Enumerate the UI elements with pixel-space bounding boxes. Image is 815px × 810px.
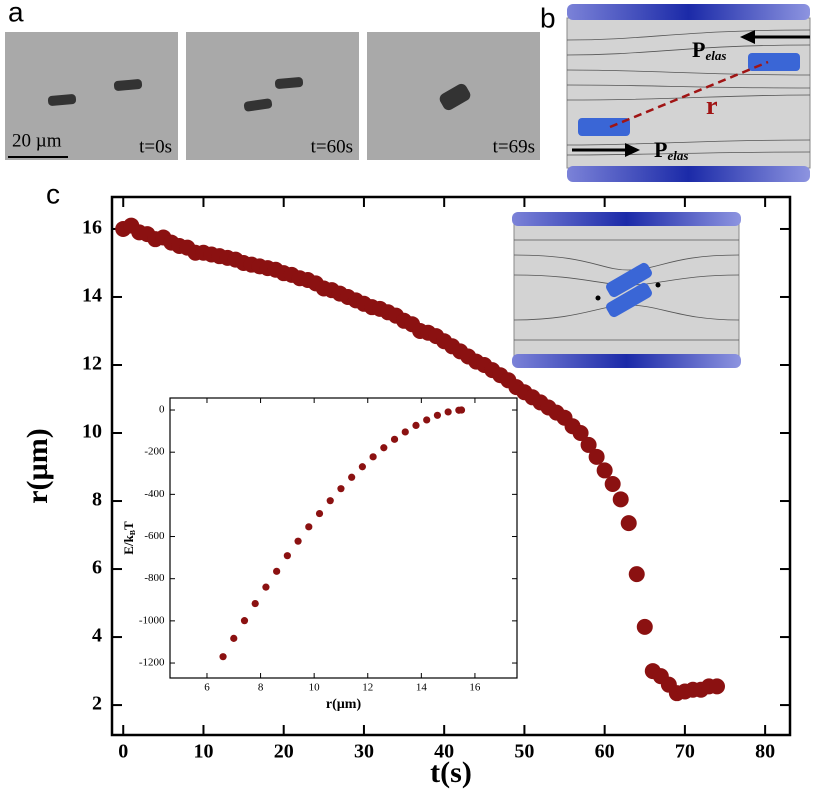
micrograph — [367, 32, 540, 160]
data-point — [444, 408, 452, 416]
data-point — [369, 453, 377, 461]
data-point — [596, 462, 613, 479]
data-point — [457, 406, 466, 414]
data-point — [294, 537, 302, 545]
data-point — [588, 448, 605, 465]
micrograph — [186, 32, 359, 160]
inset-schematic — [512, 212, 741, 368]
force-symbol: P — [654, 137, 667, 162]
panel-label: c — [46, 178, 60, 209]
x-tick-label: 16 — [469, 681, 481, 693]
y-tick-label: 0 — [159, 404, 165, 416]
inset-plot: 6 8 10 12 14 16 -1200 -1000 -800 -600 -400 -200 0 r(µ… — [121, 397, 518, 712]
x-tick-label: 14 — [416, 681, 428, 693]
data-point — [572, 425, 589, 442]
y-tick-label: 16 — [82, 217, 102, 239]
y-tick-label: -800 — [144, 572, 165, 584]
inset-background — [170, 398, 517, 678]
y-tick-label: 4 — [92, 625, 102, 647]
x-tick-label: 70 — [675, 741, 695, 763]
y-tick-label: 12 — [82, 353, 102, 375]
x-tick-label: 40 — [434, 741, 454, 763]
plot-frame — [169, 397, 518, 679]
x-tick-label: 60 — [595, 741, 615, 763]
data-point — [251, 599, 259, 608]
data-point — [326, 497, 334, 505]
data-point — [380, 444, 388, 452]
x-tick-label: 80 — [755, 741, 775, 763]
x-tick-label: 12 — [362, 681, 373, 693]
data-point — [604, 476, 621, 493]
x-axis-label: t(s) — [430, 756, 472, 789]
data-point — [230, 634, 238, 642]
y-axis-label-sub: B — [128, 530, 137, 535]
y-axis-label: r(µm) — [21, 428, 54, 504]
micrograph — [5, 32, 178, 160]
y-tick-label: -600 — [144, 530, 165, 542]
y-tick-label: -1200 — [139, 657, 165, 669]
force-subscript: elas — [667, 148, 688, 163]
plot-frame — [110, 195, 792, 737]
x-tick-label: 20 — [274, 741, 294, 763]
data-point — [348, 473, 356, 481]
data-point — [412, 421, 420, 430]
force-subscript: elas — [705, 48, 726, 63]
data-point — [337, 485, 345, 493]
force-label: Pelas — [654, 137, 688, 163]
time-label: t=60s — [311, 136, 353, 157]
y-tick-label: 8 — [92, 489, 102, 511]
data-point — [283, 552, 291, 560]
y-tick-label: 6 — [92, 557, 102, 579]
time-label: t=69s — [493, 136, 535, 157]
x-tick-label: 0 — [118, 741, 128, 763]
data-point — [580, 436, 597, 453]
data-point — [305, 523, 313, 531]
data-point — [433, 411, 442, 419]
data-point — [273, 567, 281, 575]
x-tick-label: 50 — [514, 741, 534, 763]
x-axis-label: r(µm) — [326, 697, 362, 712]
data-point — [390, 435, 399, 443]
data-point — [708, 678, 725, 695]
data-point — [240, 617, 249, 625]
x-tick-label: 8 — [258, 681, 264, 693]
data-point — [401, 428, 409, 436]
data-point — [636, 618, 653, 635]
y-axis-label-part: r(µm) — [21, 428, 54, 504]
x-tick-label: 6 — [204, 681, 210, 693]
data-point — [423, 416, 431, 424]
data-point — [628, 566, 645, 583]
data-point — [262, 583, 270, 591]
scale-bar-label: 20 µm — [12, 130, 62, 151]
y-axis-label-part: T — [121, 521, 136, 530]
y-tick-label: 14 — [82, 285, 102, 307]
y-tick-label: 2 — [92, 693, 102, 715]
y-tick-label: -400 — [144, 488, 165, 500]
data-point — [620, 515, 637, 532]
time-label: t=0s — [139, 136, 172, 157]
y-tick-label: -1000 — [139, 614, 165, 626]
y-axis-label: E/kBT — [121, 521, 137, 555]
x-tick-label: 30 — [354, 741, 374, 763]
schematic — [566, 4, 811, 182]
data-point — [358, 463, 366, 471]
y-tick-label: -200 — [144, 446, 165, 458]
y-axis-label-part: E/k — [121, 534, 136, 554]
force-symbol: P — [692, 37, 705, 62]
force-label: Pelas — [692, 37, 726, 63]
x-tick-label: 10 — [309, 681, 321, 693]
panel-label: a — [8, 0, 24, 27]
data-point — [315, 509, 324, 518]
data-point — [219, 653, 227, 661]
distance-label: r — [706, 91, 718, 120]
x-tick-label: 10 — [193, 741, 213, 763]
y-tick-label: 10 — [82, 421, 102, 443]
data-point — [612, 491, 629, 508]
panel-label: b — [540, 2, 556, 33]
